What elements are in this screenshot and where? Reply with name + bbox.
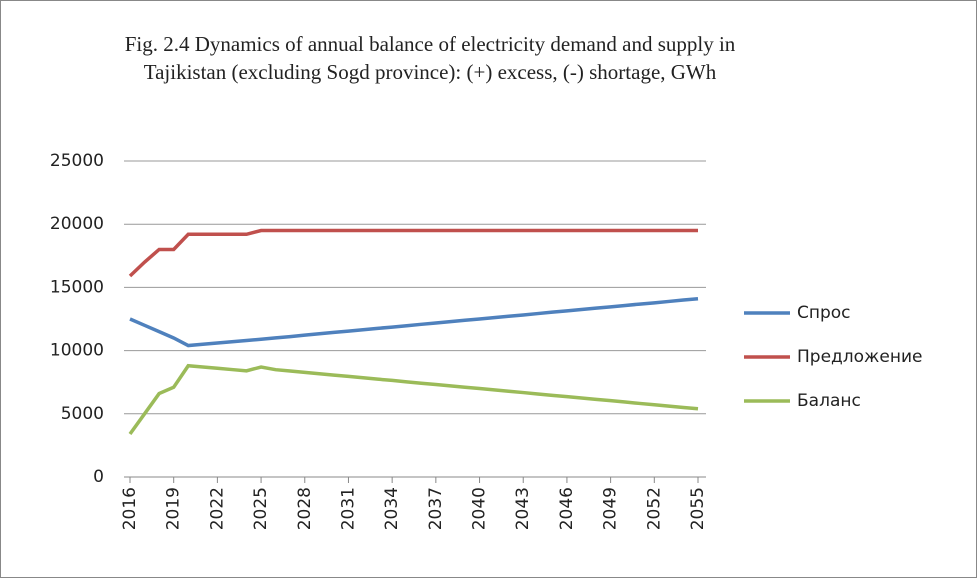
x-tick-label: 2028 [295, 487, 315, 530]
legend-label: Предложение [797, 347, 922, 367]
x-tick-label: 2022 [207, 487, 227, 530]
y-tick-label: 5000 [61, 404, 104, 424]
chart-title: Fig. 2.4 Dynamics of annual balance of e… [124, 32, 736, 84]
x-tick-label: 2040 [470, 487, 490, 530]
x-tick-label: 2037 [426, 487, 446, 530]
x-tick-label: 2049 [601, 487, 621, 530]
x-tick-label: 2016 [120, 487, 140, 530]
y-tick-label: 25000 [50, 151, 104, 171]
x-tick-label: 2019 [164, 487, 184, 530]
series-line [128, 228, 698, 278]
x-tick-label: 2046 [557, 487, 577, 530]
legend-label: Баланс [797, 391, 861, 411]
x-tick-label: 2055 [688, 487, 708, 530]
series-line [128, 363, 699, 436]
y-tick-label: 10000 [50, 341, 104, 361]
x-tick-label: 2025 [251, 487, 271, 530]
x-tick-label: 2043 [513, 487, 533, 530]
x-tick-label: 2034 [382, 487, 402, 530]
x-tick-label: 2052 [644, 487, 664, 530]
legend-label: Спрос [797, 303, 851, 323]
y-tick-label: 20000 [50, 214, 104, 234]
y-tick-label: 0 [93, 467, 104, 487]
y-tick-label: 15000 [50, 277, 104, 297]
series-line [129, 297, 699, 348]
x-tick-label: 2031 [338, 487, 358, 530]
